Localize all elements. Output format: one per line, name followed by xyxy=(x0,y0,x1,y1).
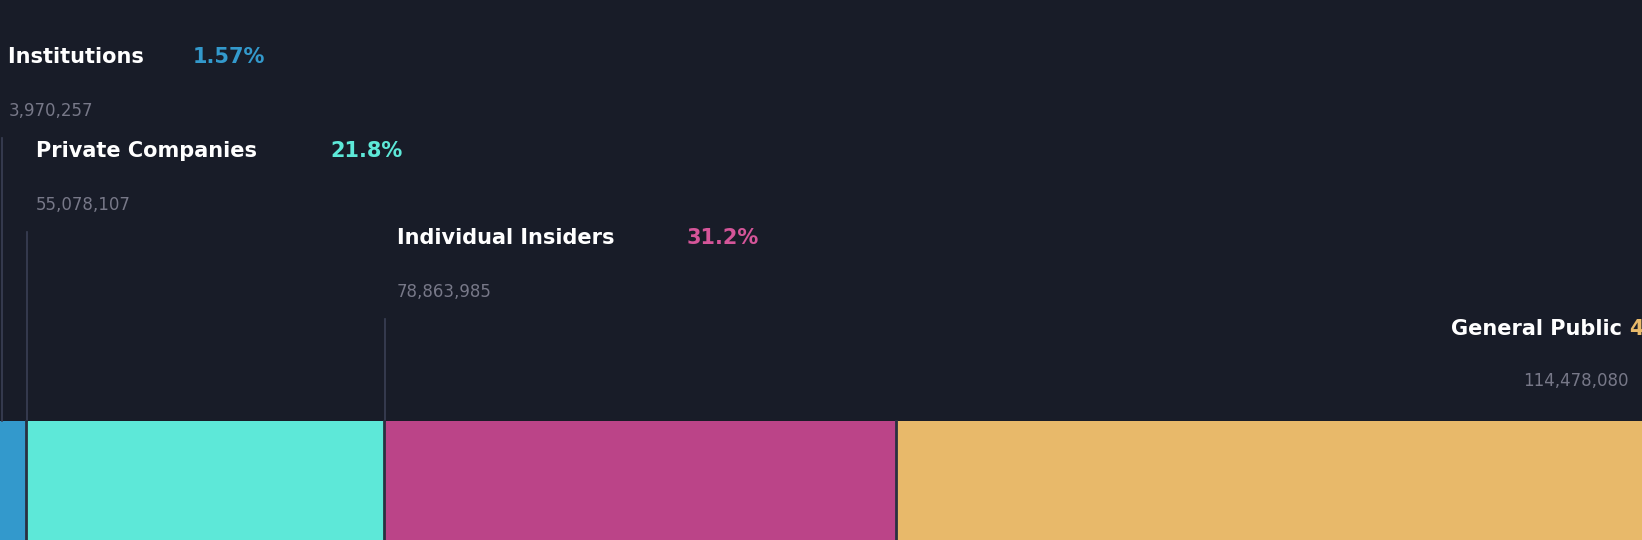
Text: Private Companies: Private Companies xyxy=(36,141,264,161)
Text: General Public: General Public xyxy=(1450,319,1629,340)
Bar xyxy=(384,421,897,540)
Bar xyxy=(0,421,26,540)
Text: 21.8%: 21.8% xyxy=(330,141,402,161)
Text: 31.2%: 31.2% xyxy=(686,227,759,248)
Text: Institutions: Institutions xyxy=(8,46,151,67)
Text: Individual Insiders: Individual Insiders xyxy=(397,227,622,248)
Bar xyxy=(897,421,1642,540)
Bar xyxy=(26,421,384,540)
Text: 3,970,257: 3,970,257 xyxy=(8,102,92,120)
Text: 114,478,080: 114,478,080 xyxy=(1524,372,1629,390)
Text: 1.57%: 1.57% xyxy=(192,46,266,67)
Text: 78,863,985: 78,863,985 xyxy=(397,282,493,301)
Text: 55,078,107: 55,078,107 xyxy=(36,196,131,214)
Text: 45.4%: 45.4% xyxy=(1629,319,1642,340)
